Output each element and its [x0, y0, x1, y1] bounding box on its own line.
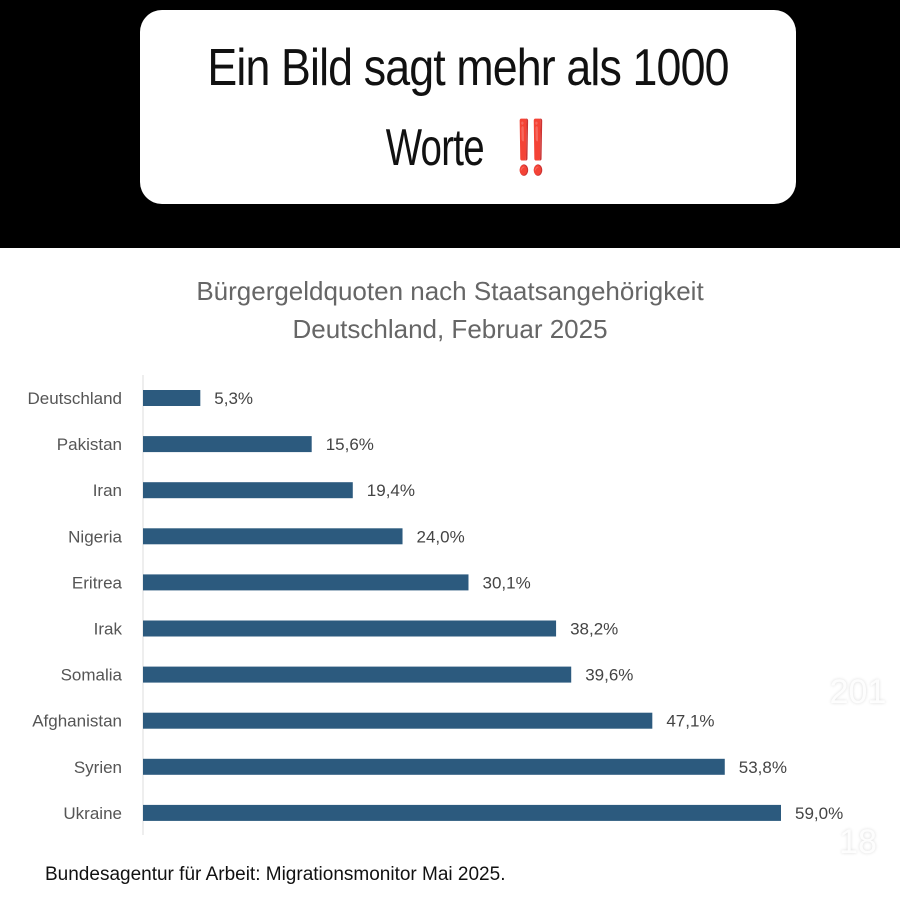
bar	[143, 390, 201, 406]
category-label: Syrien	[74, 758, 122, 777]
caption-line-1: Ein Bild sagt mehr als 1000	[207, 39, 729, 97]
category-label: Pakistan	[57, 435, 122, 454]
comment-count: 18	[839, 823, 877, 861]
source-note: Bundesagentur für Arbeit: Migrationsmoni…	[45, 864, 506, 885]
bar	[143, 804, 781, 821]
category-label: Irak	[94, 620, 123, 639]
value-label: 38,2%	[570, 620, 618, 639]
bar	[143, 528, 403, 545]
value-label: 53,8%	[739, 758, 787, 777]
social-overlay: 201 18	[822, 600, 894, 862]
value-label: 39,6%	[585, 666, 633, 685]
bar	[143, 666, 572, 683]
category-label: Deutschland	[27, 389, 122, 408]
chart-subtitle: Deutschland, Februar 2025	[292, 314, 608, 344]
category-label: Eritrea	[72, 573, 123, 592]
category-label: Nigeria	[68, 527, 122, 546]
category-label: Ukraine	[63, 804, 122, 823]
bar	[143, 574, 469, 591]
bar	[143, 436, 312, 453]
value-label: 19,4%	[367, 481, 415, 500]
category-label: Afghanistan	[32, 712, 122, 731]
chart-title-line: Bürgergeldquoten nach Staatsangehörigkei…	[196, 276, 704, 306]
value-label: 5,3%	[214, 389, 253, 408]
bar	[143, 620, 557, 637]
value-label: 59,0%	[795, 804, 843, 823]
bar	[143, 482, 353, 499]
bar	[143, 758, 725, 775]
caption-line-2: Worte	[385, 119, 485, 177]
heart-icon[interactable]	[826, 600, 890, 658]
bar	[143, 712, 653, 729]
category-label: Somalia	[61, 666, 123, 685]
value-label: 30,1%	[482, 573, 530, 592]
value-label: 47,1%	[666, 712, 714, 731]
value-label: 15,6%	[326, 435, 374, 454]
category-label: Iran	[93, 481, 122, 500]
comment-icon[interactable]	[826, 742, 890, 804]
double-exclamation-icon: ‼️	[507, 119, 555, 177]
caption-box: Ein Bild sagt mehr als 1000 Worte ‼️	[140, 10, 796, 204]
chart-title: Bürgergeldquoten nach Staatsangehörigkei…	[0, 272, 900, 348]
value-label: 24,0%	[417, 527, 465, 546]
like-count: 201	[829, 673, 887, 711]
